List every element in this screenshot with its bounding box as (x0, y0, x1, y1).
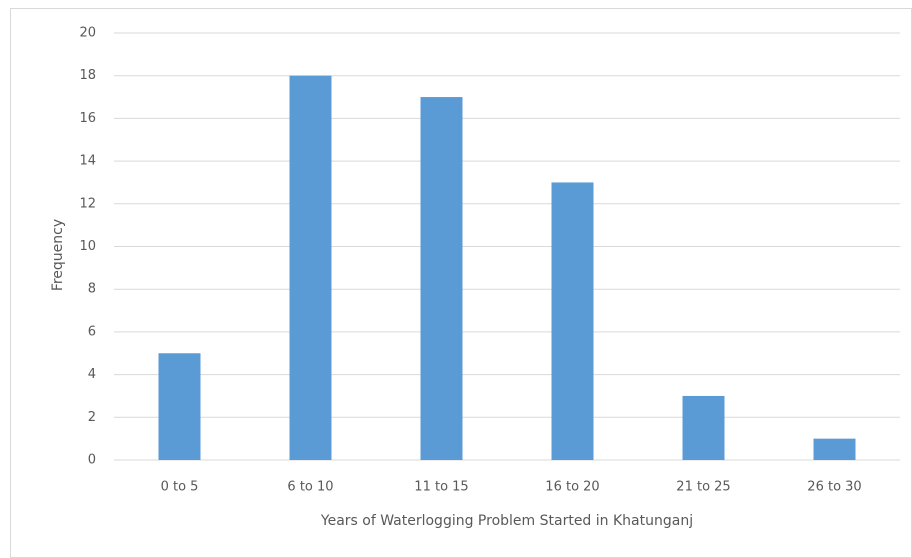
bar (420, 97, 463, 461)
y-tick-label: 6 (88, 324, 96, 339)
y-tick-label: 10 (79, 239, 96, 254)
x-tick-label: 6 to 10 (287, 480, 333, 495)
y-tick-label: 16 (79, 111, 96, 126)
y-tick-label: 18 (79, 68, 96, 83)
x-tick-label: 0 to 5 (161, 480, 199, 495)
y-tick-label: 14 (79, 154, 96, 169)
x-tick-label: 26 to 30 (807, 480, 861, 495)
x-tick-label: 16 to 20 (545, 480, 599, 495)
x-tick-label: 11 to 15 (414, 480, 468, 495)
y-tick-label: 8 (88, 282, 96, 297)
bar (813, 438, 856, 460)
bar (551, 182, 594, 460)
y-tick-label: 2 (88, 410, 96, 425)
y-axis-label: Frequency (50, 219, 66, 291)
x-axis-label: Years of Waterlogging Problem Started in… (320, 513, 693, 529)
y-tick-label: 20 (79, 26, 96, 41)
y-tick-label: 0 (88, 453, 96, 468)
bar (158, 353, 201, 460)
x-tick-label: 21 to 25 (676, 480, 730, 495)
y-tick-label: 4 (88, 367, 96, 382)
bar (682, 395, 725, 460)
bar (289, 75, 332, 460)
y-tick-label: 12 (79, 196, 96, 211)
